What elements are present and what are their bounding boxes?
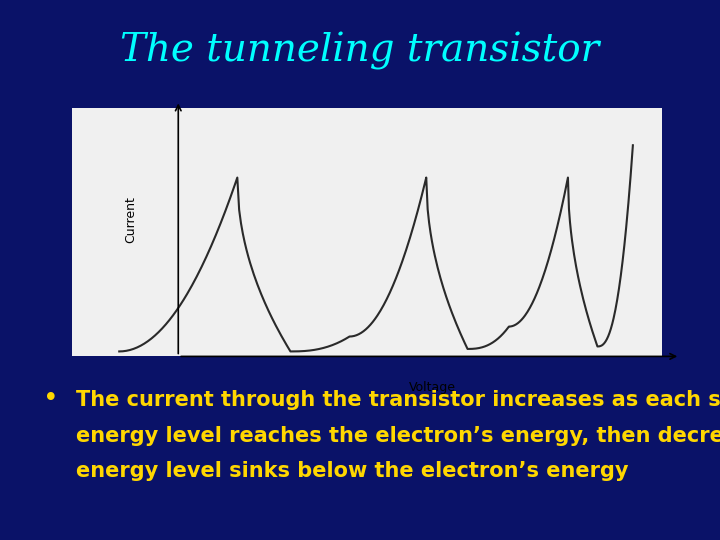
Text: Voltage: Voltage	[409, 381, 456, 394]
Text: Current: Current	[125, 197, 138, 243]
Text: •: •	[43, 386, 59, 412]
Text: energy level reaches the electron’s energy, then decreases as the: energy level reaches the electron’s ener…	[76, 426, 720, 446]
Text: The current through the transistor increases as each successive: The current through the transistor incre…	[76, 390, 720, 410]
Text: energy level sinks below the electron’s energy: energy level sinks below the electron’s …	[76, 461, 628, 481]
Text: The tunneling transistor: The tunneling transistor	[120, 32, 600, 70]
